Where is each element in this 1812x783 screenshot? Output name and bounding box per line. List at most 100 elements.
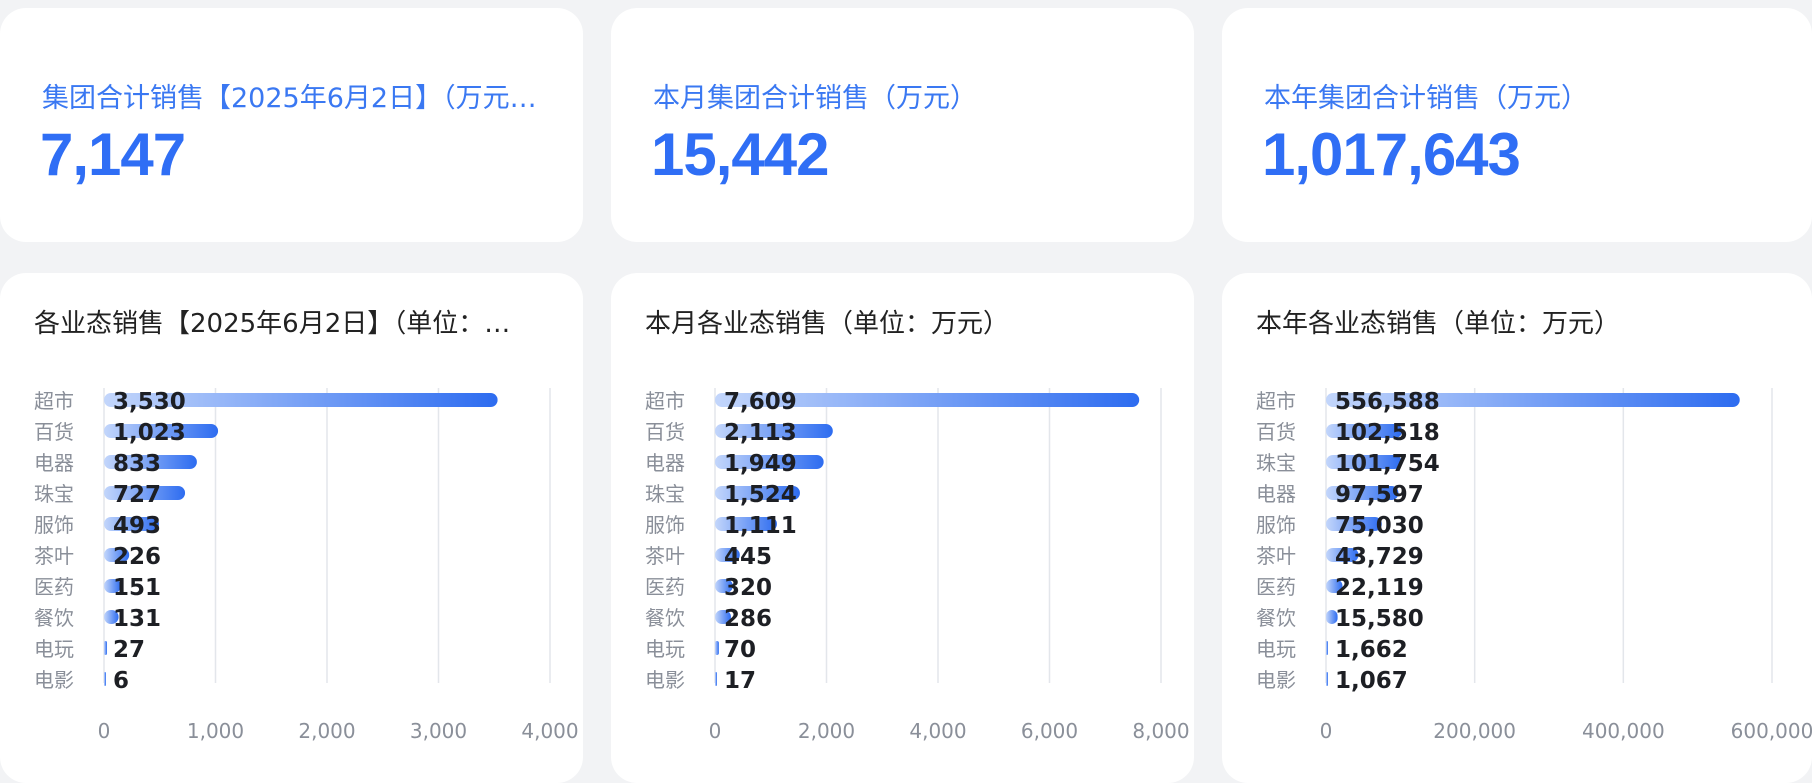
- category-label: 医药: [645, 575, 685, 599]
- bar[interactable]: [715, 393, 1140, 407]
- bar-value-label: 7,609: [724, 389, 797, 415]
- bar-value-label: 43,729: [1335, 544, 1424, 570]
- category-label: 服饰: [645, 513, 685, 537]
- category-label: 超市: [1256, 389, 1296, 413]
- bar[interactable]: [1326, 641, 1328, 655]
- bar[interactable]: [715, 610, 731, 624]
- category-label: 电影: [645, 668, 685, 692]
- kpi-value: 1,017,643: [1262, 121, 1521, 188]
- bar[interactable]: [715, 641, 719, 655]
- bar[interactable]: [104, 517, 159, 531]
- bar[interactable]: [104, 486, 186, 500]
- bar[interactable]: [104, 393, 498, 407]
- bar[interactable]: [715, 517, 777, 531]
- bar[interactable]: [1326, 517, 1382, 531]
- kpi-card-month: 本月集团合计销售（万元） 15,442: [611, 8, 1194, 242]
- bar[interactable]: [715, 486, 800, 500]
- chart-card-today: 各业态销售【2025年6月2日】（单位：… 0 1,000 2,000 3,000 4,…: [0, 273, 583, 783]
- bar-chart-year: 0 200,000 400,000 600,000 超市 556,588 百货 102,518…: [1256, 388, 1812, 743]
- category-label: 医药: [34, 575, 74, 599]
- bar-value-label: 1,524: [724, 482, 797, 508]
- bar-value-label: 320: [724, 575, 772, 601]
- x-tick-label: 8,000: [1132, 719, 1189, 743]
- x-tick-label: 0: [98, 719, 111, 743]
- bar[interactable]: [104, 455, 197, 469]
- kpi-title: 本年集团合计销售（万元）: [1264, 83, 1588, 114]
- bar[interactable]: [1326, 455, 1402, 469]
- bar[interactable]: [1326, 610, 1338, 624]
- category-label: 电玩: [1256, 637, 1296, 661]
- bar[interactable]: [715, 548, 740, 562]
- bar-value-label: 2,113: [724, 420, 797, 446]
- kpi-value: 15,442: [651, 121, 830, 188]
- category-label: 茶叶: [645, 544, 685, 568]
- bar[interactable]: [1326, 393, 1740, 407]
- bar-value-label: 75,030: [1335, 513, 1424, 539]
- x-tick-label: 2,000: [298, 719, 355, 743]
- x-tick-label: 0: [1320, 719, 1333, 743]
- bar-value-label: 493: [113, 513, 161, 539]
- bar-value-label: 17: [724, 668, 756, 694]
- category-label: 餐饮: [645, 606, 685, 630]
- bar[interactable]: [715, 672, 717, 686]
- category-label: 茶叶: [34, 544, 74, 568]
- kpi-card-year: 本年集团合计销售（万元） 1,017,643: [1222, 8, 1812, 242]
- bar[interactable]: [104, 610, 119, 624]
- category-label: 珠宝: [1256, 451, 1296, 475]
- category-label: 服饰: [1256, 513, 1296, 537]
- bar[interactable]: [715, 579, 733, 593]
- bar-value-label: 727: [113, 482, 161, 508]
- category-label: 超市: [34, 389, 74, 413]
- bar[interactable]: [104, 672, 106, 686]
- bar[interactable]: [1326, 424, 1403, 438]
- x-tick-label: 4,000: [521, 719, 578, 743]
- kpi-title: 本月集团合计销售（万元）: [653, 83, 977, 114]
- chart-card-year: 本年各业态销售（单位：万元） 0 200,000 400,000 600,000 超市 5…: [1222, 273, 1812, 783]
- bar[interactable]: [1326, 548, 1359, 562]
- bar[interactable]: [104, 641, 108, 655]
- bar[interactable]: [104, 548, 130, 562]
- category-label: 珠宝: [645, 482, 685, 506]
- bar[interactable]: [1326, 672, 1328, 686]
- category-label: 电影: [34, 668, 74, 692]
- category-label: 医药: [1256, 575, 1296, 599]
- bar-value-label: 131: [113, 606, 161, 632]
- x-tick-label: 2,000: [798, 719, 855, 743]
- x-tick-label: 200,000: [1433, 719, 1516, 743]
- bar[interactable]: [104, 579, 121, 593]
- category-label: 服饰: [34, 513, 74, 537]
- bar-value-label: 286: [724, 606, 772, 632]
- category-label: 餐饮: [34, 606, 74, 630]
- category-label: 电玩: [34, 637, 74, 661]
- x-tick-label: 4,000: [909, 719, 966, 743]
- bar-value-label: 1,949: [724, 451, 797, 477]
- x-tick-label: 0: [709, 719, 722, 743]
- category-label: 茶叶: [1256, 544, 1296, 568]
- bar-value-label: 22,119: [1335, 575, 1424, 601]
- bar[interactable]: [1326, 486, 1399, 500]
- bar-value-label: 1,662: [1335, 637, 1408, 663]
- bar-value-label: 97,597: [1335, 482, 1424, 508]
- category-label: 电器: [1256, 482, 1296, 506]
- bar[interactable]: [104, 424, 219, 438]
- bar[interactable]: [715, 424, 833, 438]
- bar-value-label: 1,067: [1335, 668, 1408, 694]
- kpi-card-today: 集团合计销售【2025年6月2日】（万元… 7,147: [0, 8, 583, 242]
- bar-value-label: 151: [113, 575, 161, 601]
- bar[interactable]: [1326, 579, 1343, 593]
- bar-value-label: 70: [724, 637, 756, 663]
- x-tick-label: 6,000: [1021, 719, 1078, 743]
- x-tick-label: 1,000: [187, 719, 244, 743]
- bar[interactable]: [715, 455, 824, 469]
- x-tick-label: 600,000: [1731, 719, 1812, 743]
- category-label: 餐饮: [1256, 606, 1296, 630]
- x-tick-label: 400,000: [1582, 719, 1665, 743]
- bar-value-label: 15,580: [1335, 606, 1424, 632]
- kpi-value: 7,147: [40, 121, 186, 188]
- category-label: 百货: [34, 420, 74, 444]
- bar-value-label: 1,111: [724, 513, 797, 539]
- category-label: 电器: [645, 451, 685, 475]
- bar-value-label: 6: [113, 668, 129, 694]
- category-label: 珠宝: [34, 482, 74, 506]
- bar-value-label: 101,754: [1335, 451, 1440, 477]
